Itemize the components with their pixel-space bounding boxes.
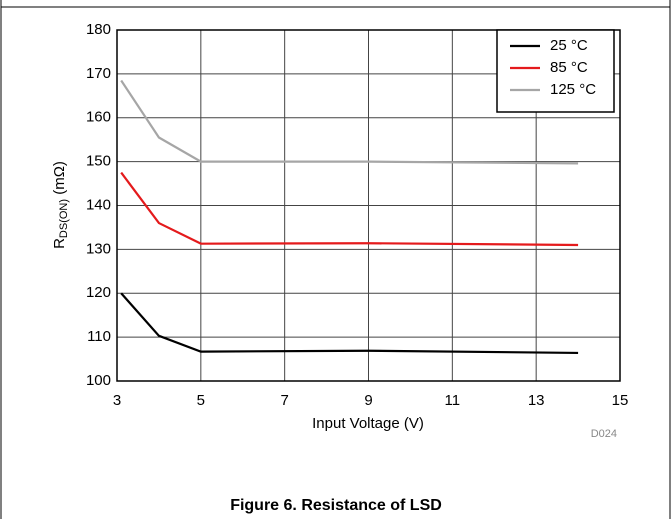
plot-lines: [120, 79, 579, 355]
y-tick-label: 160: [86, 109, 111, 126]
x-tick-label: 15: [612, 392, 629, 409]
legend: 25 °C 85 °C 125 °C: [496, 29, 615, 113]
x-tick-label: 13: [528, 392, 545, 409]
y-axis-label: RDS(ON) (mΩ): [51, 161, 70, 249]
legend-box: [496, 29, 615, 113]
figure-caption: Figure 6. Resistance of LSD: [230, 497, 442, 514]
y-label-sub: DS(ON): [58, 199, 70, 238]
series-line: [120, 292, 579, 355]
series-line: [120, 171, 579, 247]
y-tick-label: 110: [87, 328, 111, 345]
x-tick-label: 9: [364, 392, 372, 409]
y-tick-label: 120: [86, 284, 111, 301]
y-tick-label: 170: [86, 65, 111, 82]
series-line: [120, 79, 579, 165]
legend-label: 85 °C: [550, 59, 588, 76]
x-tick-label: 11: [445, 392, 461, 409]
figure-code: D024: [591, 428, 617, 440]
y-tick-label: 140: [86, 196, 111, 213]
legend-label: 25 °C: [550, 37, 588, 54]
y-tick-label: 100: [86, 372, 111, 389]
plot-border: [116, 29, 621, 382]
x-tick-label: 7: [280, 392, 288, 409]
labels: 100 110 120 130 140 150 160 170 180 3 5 7 9 11 13 15: [86, 21, 628, 409]
x-axis-label: Input Voltage (V): [312, 415, 424, 432]
y-tick-label: 130: [86, 240, 111, 257]
legend-label: 125 °C: [550, 81, 596, 98]
y-label-main: R: [51, 238, 68, 249]
y-tick-label: 180: [86, 21, 111, 38]
x-tick-label: 5: [197, 392, 205, 409]
y-tick-label: 150: [86, 153, 111, 170]
y-label-rest: (mΩ): [51, 161, 68, 199]
x-tick-label: 3: [113, 392, 121, 409]
